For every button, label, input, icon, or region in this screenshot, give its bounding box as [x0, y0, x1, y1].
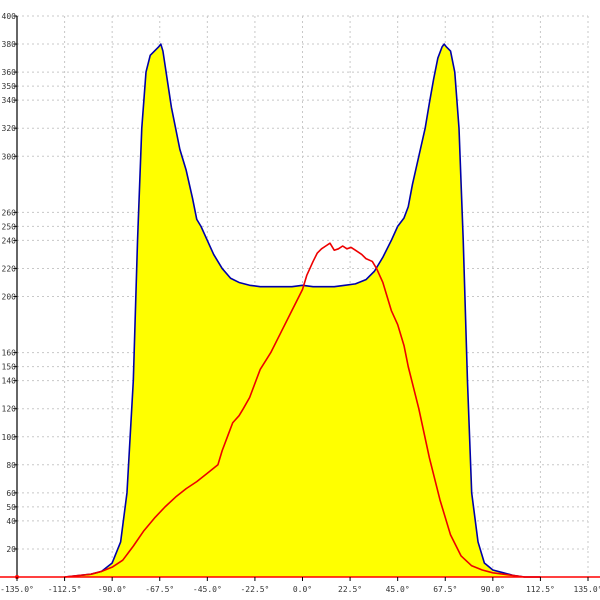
area-fill	[64, 44, 541, 578]
x-tick-label: -22.5°	[240, 585, 269, 594]
x-tick-label: -67.5°	[145, 585, 174, 594]
x-tick-label: 0.0°	[293, 585, 312, 594]
x-tick-label: 45.0°	[386, 585, 410, 594]
red-series-line	[64, 242, 541, 578]
y-tick-label: 340	[2, 96, 17, 105]
y-tick-label: 380	[2, 40, 17, 49]
y-tick-label: 80	[6, 461, 16, 470]
x-tick-label: 67.5°	[433, 585, 457, 594]
y-tick-label: 240	[2, 236, 17, 245]
y-tick-label: 150	[2, 363, 17, 372]
y-tick-label: 20	[6, 545, 16, 554]
y-tick-label: 250	[2, 222, 17, 231]
y-tick-label: 220	[2, 264, 17, 273]
y-tick-label: 260	[2, 208, 17, 217]
x-tick-label: -135.0°	[0, 585, 34, 594]
x-tick-label: 112.5°	[526, 585, 555, 594]
y-tick-label: 160	[2, 349, 17, 358]
y-tick-label: 120	[2, 405, 17, 414]
x-tick-label: 22.5°	[338, 585, 362, 594]
y-tick-label: 100	[2, 433, 17, 442]
y-tick-label: 200	[2, 293, 17, 302]
y-tick-label: 350	[2, 82, 17, 91]
y-tick-label: 50	[6, 503, 16, 512]
x-tick-label: -112.5°	[48, 585, 82, 594]
y-tick-label: 320	[2, 124, 17, 133]
x-tick-label: -45.0°	[193, 585, 222, 594]
x-tick-label: -90.0°	[98, 585, 127, 594]
area-outline-line	[64, 43, 541, 578]
y-tick-label: 140	[2, 377, 17, 386]
y-tick-label: 60	[6, 489, 16, 498]
area-series	[64, 44, 541, 578]
line-series	[64, 43, 541, 578]
y-tick-label: 400	[2, 12, 17, 21]
x-tick-label: 135.0°	[574, 585, 600, 594]
y-tick-label: 300	[2, 152, 17, 161]
y-tick-label: 40	[6, 517, 16, 526]
y-tick-label: 360	[2, 68, 17, 77]
x-tick-label: 90.0°	[481, 585, 505, 594]
y-tick-labels: 20 40 50 60 80 100 120 140 150 160 200 220 240 250 260…	[2, 12, 17, 554]
x-tick-labels: -135.0° -112.5° -90.0° -67.5° -45.0° -22.5° 0.…	[0, 577, 600, 594]
